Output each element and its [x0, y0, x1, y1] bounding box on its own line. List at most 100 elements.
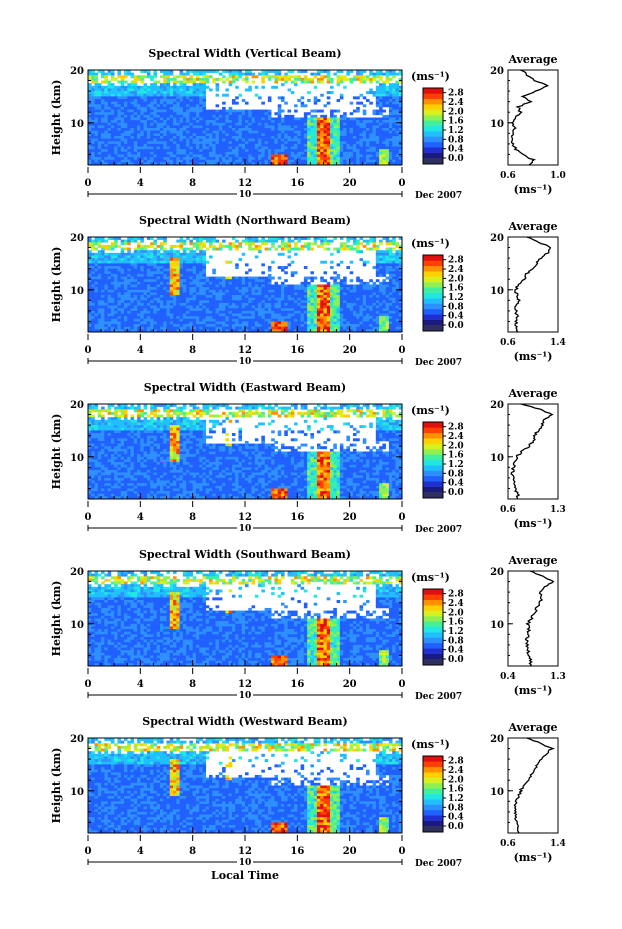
colorbar-tick-label: 2.0	[448, 274, 464, 284]
x-tick-label: 0	[399, 846, 406, 857]
colorbar-tick-label: 0.4	[448, 813, 464, 823]
colorbar-tick-label: 0.0	[448, 488, 464, 498]
colorbar-tick-label: 0.0	[448, 321, 464, 331]
y-tick-label: 10	[70, 286, 84, 297]
x-tick-label: 0	[85, 512, 92, 523]
average-x-label: (ms⁻¹)	[514, 517, 553, 530]
date-label: Dec 2007	[415, 859, 462, 869]
x-tick-label: 20	[343, 679, 357, 690]
x-tick-label: 16	[290, 679, 304, 690]
x-tick-label: 4	[137, 512, 144, 523]
average-title: Average	[507, 53, 557, 66]
heatmap-field	[88, 571, 403, 667]
average-x-label: (ms⁻¹)	[514, 851, 553, 864]
x-tick-label: 0	[85, 679, 92, 690]
y-tick-label: 20	[70, 734, 84, 745]
y-axis-label: Height (km)	[50, 748, 63, 824]
panel-title: Spectral Width (Westward Beam)	[142, 715, 347, 728]
x-tick-label: 12	[238, 512, 252, 523]
average-y-tick-label: 20	[490, 66, 504, 77]
average-y-tick-label: 10	[490, 119, 504, 130]
date-label: Dec 2007	[415, 692, 462, 702]
y-axis-label: Height (km)	[50, 581, 63, 657]
average-y-tick-label: 10	[490, 787, 504, 798]
y-tick-label: 20	[70, 66, 84, 77]
x-tick-label: 20	[343, 846, 357, 857]
average-y-tick-label: 20	[490, 734, 504, 745]
panel-2: Spectral Width (Northward Beam) 20 10 Heigh…	[50, 214, 566, 368]
average-y-tick-label: 20	[490, 400, 504, 411]
x-tick-label: 0	[399, 512, 406, 523]
colorbar-unit-label: (ms⁻¹)	[411, 738, 450, 751]
average-profile-line	[510, 403, 554, 500]
colorbar-tick-label: 0.4	[448, 312, 464, 322]
colorbar: (ms⁻¹) 2.82.42.01.61.20.80.40.0	[411, 237, 464, 332]
colorbar-tick-label: 1.6	[448, 117, 464, 127]
colorbar-tick-label: 0.4	[448, 646, 464, 656]
colorbar-tick-label: 2.0	[448, 441, 464, 451]
x-tick-label: 16	[290, 178, 304, 189]
panel-5: Spectral Width (Westward Beam) 20 10 Height…	[50, 715, 566, 869]
average-profile-line	[513, 737, 556, 834]
colorbar-tick-label: 1.6	[448, 284, 464, 294]
colorbar-tick-label: 0.0	[448, 655, 464, 665]
day-label: 10	[239, 524, 252, 534]
colorbar-tick-label: 0.0	[448, 822, 464, 832]
average-x-tick-label: 0.6	[500, 505, 516, 515]
average-title: Average	[507, 220, 557, 233]
heatmap-field	[88, 404, 403, 500]
day-label: 10	[239, 357, 252, 367]
average-y-tick-label: 10	[490, 286, 504, 297]
colorbar-unit-label: (ms⁻¹)	[411, 70, 450, 83]
colorbar-tick-label: 2.0	[448, 775, 464, 785]
colorbar-tick-label: 2.8	[448, 590, 464, 600]
y-tick-label: 20	[70, 400, 84, 411]
x-tick-label: 12	[238, 178, 252, 189]
colorbar: (ms⁻¹) 2.82.42.01.61.20.80.40.0	[411, 404, 464, 499]
x-tick-label: 4	[137, 178, 144, 189]
x-tick-label: 8	[189, 846, 196, 857]
average-x-label: (ms⁻¹)	[514, 684, 553, 697]
y-tick-label: 10	[70, 119, 84, 130]
day-label: 10	[239, 190, 252, 200]
average-y-tick-label: 20	[490, 233, 504, 244]
colorbar-tick-label: 0.4	[448, 145, 464, 155]
average-title: Average	[507, 554, 557, 567]
average-y-tick-label: 20	[490, 567, 504, 578]
colorbar-tick-label: 2.8	[448, 256, 464, 266]
colorbar-tick-label: 0.4	[448, 479, 464, 489]
average-x-tick-label: 1.4	[550, 338, 566, 348]
x-tick-label: 16	[290, 512, 304, 523]
average-profile-line	[510, 69, 550, 166]
average-x-tick-label: 0.6	[500, 171, 516, 181]
colorbar-tick-label: 2.4	[448, 599, 464, 609]
colorbar-tick-label: 2.8	[448, 423, 464, 433]
date-label: Dec 2007	[415, 525, 462, 535]
colorbar-tick-label: 2.0	[448, 608, 464, 618]
x-tick-label: 12	[238, 679, 252, 690]
y-tick-label: 10	[70, 787, 84, 798]
colorbar-tick-label: 2.4	[448, 98, 464, 108]
average-x-tick-label: 0.4	[500, 672, 516, 682]
x-tick-label: 0	[399, 345, 406, 356]
x-tick-label: 8	[189, 178, 196, 189]
colorbar-tick-label: 1.6	[448, 618, 464, 628]
colorbar-tick-label: 1.2	[448, 794, 464, 804]
colorbar-tick-label: 1.6	[448, 785, 464, 795]
y-axis-label: Height (km)	[50, 247, 63, 323]
average-profile-line	[524, 570, 555, 667]
colorbar-tick-label: 2.4	[448, 432, 464, 442]
x-tick-label: 20	[343, 345, 357, 356]
day-label: 10	[239, 858, 252, 868]
colorbar-tick-label: 2.4	[448, 766, 464, 776]
y-tick-label: 10	[70, 620, 84, 631]
x-tick-label: 0	[85, 178, 92, 189]
x-tick-label: 16	[290, 846, 304, 857]
colorbar-unit-label: (ms⁻¹)	[411, 237, 450, 250]
average-y-tick-label: 10	[490, 453, 504, 464]
panel-title: Spectral Width (Vertical Beam)	[148, 47, 341, 60]
